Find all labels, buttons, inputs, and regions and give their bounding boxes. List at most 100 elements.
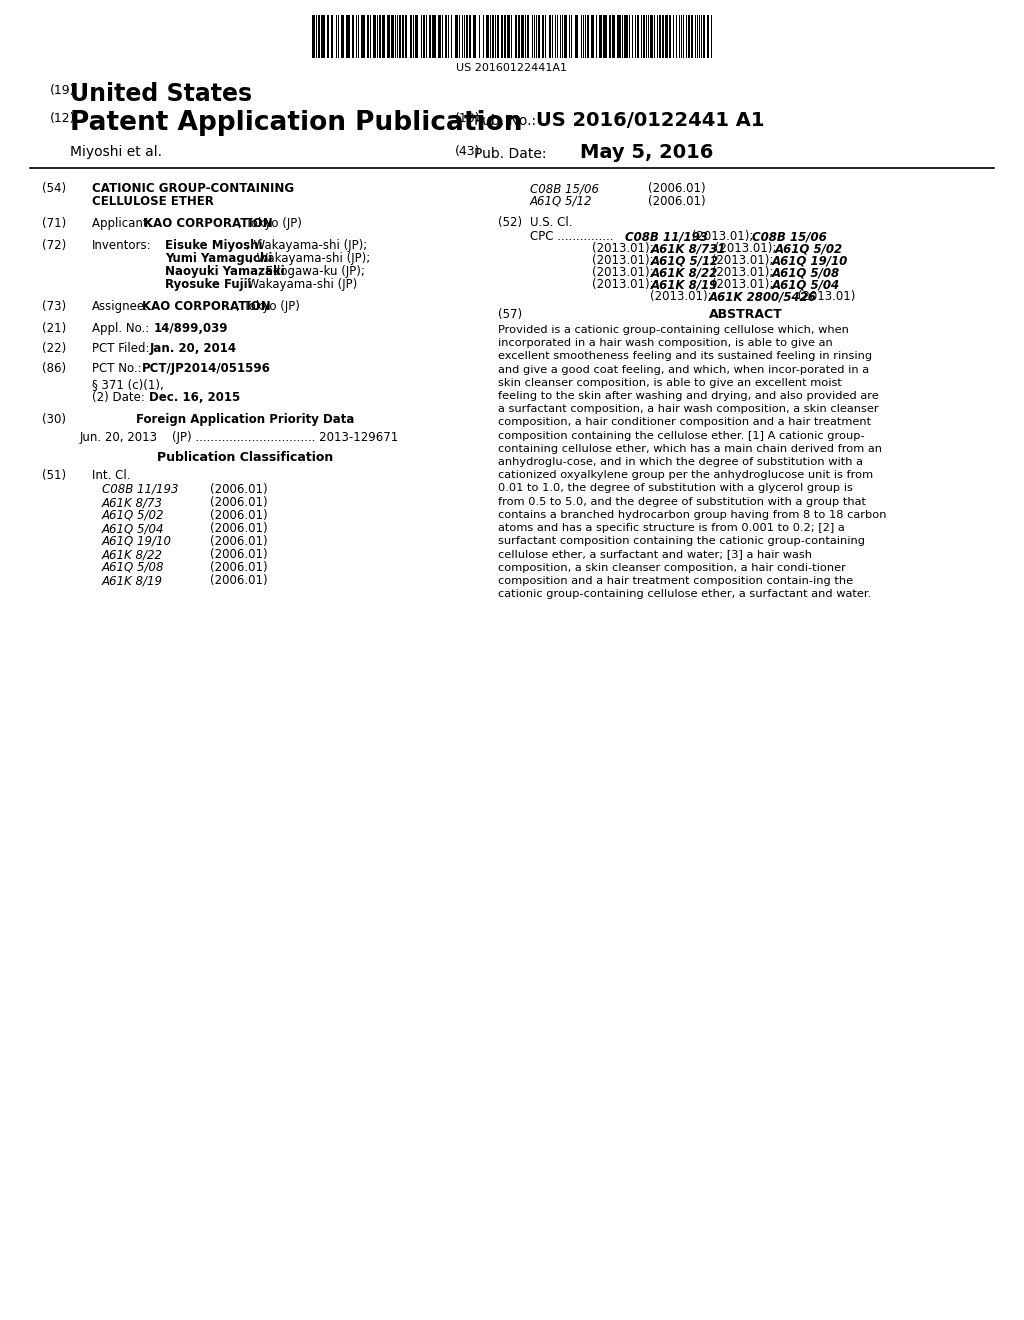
Text: Assignee:: Assignee: (92, 300, 150, 313)
Text: C08B 11/193: C08B 11/193 (625, 230, 708, 243)
Text: (54): (54) (42, 182, 67, 195)
Bar (473, 15, 476, 58)
Text: (10): (10) (455, 112, 480, 125)
Text: C08B 15/06: C08B 15/06 (752, 230, 826, 243)
Text: A61K 2800/5426: A61K 2800/5426 (709, 290, 817, 304)
Text: KAO CORPORATION: KAO CORPORATION (142, 300, 270, 313)
Text: Miyoshi et al.: Miyoshi et al. (70, 145, 162, 158)
Text: Foreign Application Priority Data: Foreign Application Priority Data (136, 413, 354, 426)
Text: US 20160122441A1: US 20160122441A1 (457, 63, 567, 73)
Text: PCT No.:: PCT No.: (92, 362, 141, 375)
Bar (399, 15, 401, 58)
Text: and give a good coat feeling, and which, when incor-porated in a: and give a good coat feeling, and which,… (498, 364, 869, 375)
Bar (445, 15, 447, 58)
Bar (662, 15, 664, 58)
Text: (2006.01): (2006.01) (210, 483, 267, 496)
Text: A61K 8/19: A61K 8/19 (102, 574, 163, 587)
Bar (432, 15, 436, 58)
Text: composition, a skin cleanser composition, a hair condi-tioner: composition, a skin cleanser composition… (498, 562, 846, 573)
Bar (538, 15, 540, 58)
Text: (73): (73) (42, 300, 67, 313)
Text: (2013.01);: (2013.01); (592, 242, 657, 255)
Text: United States: United States (70, 82, 252, 106)
Text: Jan. 20, 2014: Jan. 20, 2014 (150, 342, 238, 355)
Text: (2013.01);: (2013.01); (592, 267, 657, 279)
Bar (321, 15, 325, 58)
Text: (2013.01);: (2013.01); (708, 253, 777, 267)
Text: a surfactant composition, a hair wash composition, a skin cleanser: a surfactant composition, a hair wash co… (498, 404, 879, 414)
Text: Applicant:: Applicant: (92, 216, 156, 230)
Bar (455, 15, 458, 58)
Text: (2006.01): (2006.01) (210, 496, 267, 510)
Text: 0.01 to 1.0, the degree of substitution with a glycerol group is: 0.01 to 1.0, the degree of substitution … (498, 483, 853, 494)
Bar (659, 15, 662, 58)
Bar (312, 15, 315, 58)
Bar (564, 15, 567, 58)
Text: (2013.01);: (2013.01); (708, 279, 777, 290)
Bar (688, 15, 690, 58)
Text: § 371 (c)(1),: § 371 (c)(1), (92, 378, 164, 391)
Bar (492, 15, 494, 58)
Bar (707, 15, 709, 58)
Bar (665, 15, 668, 58)
Bar (352, 15, 354, 58)
Text: containing cellulose ether, which has a main chain derived from an: containing cellulose ether, which has a … (498, 444, 882, 454)
Text: (2013.01): (2013.01) (794, 290, 855, 304)
Bar (612, 15, 615, 58)
Text: A61Q 5/02: A61Q 5/02 (102, 510, 165, 521)
Text: , Tokyo (JP): , Tokyo (JP) (238, 216, 302, 230)
Text: Appl. No.:: Appl. No.: (92, 322, 150, 335)
Text: Provided is a cationic group-containing cellulose which, when: Provided is a cationic group-containing … (498, 325, 849, 335)
Text: A61K 8/22: A61K 8/22 (651, 267, 718, 279)
Text: (2013.01);: (2013.01); (650, 290, 716, 304)
Text: cationized oxyalkylene group per the anhydroglucose unit is from: cationized oxyalkylene group per the anh… (498, 470, 873, 480)
Text: (2013.01);: (2013.01); (708, 267, 777, 279)
Text: feeling to the skin after washing and drying, and also provided are: feeling to the skin after washing and dr… (498, 391, 879, 401)
Text: (71): (71) (42, 216, 67, 230)
Bar (643, 15, 645, 58)
Bar (515, 15, 517, 58)
Text: skin cleanser composition, is able to give an excellent moist: skin cleanser composition, is able to gi… (498, 378, 842, 388)
Text: , Wakayama-shi (JP);: , Wakayama-shi (JP); (246, 239, 368, 252)
Text: CPC ...............: CPC ............... (530, 230, 617, 243)
Text: (2) Date:: (2) Date: (92, 391, 144, 404)
Bar (603, 15, 607, 58)
Bar (415, 15, 418, 58)
Text: A61K 8/73: A61K 8/73 (102, 496, 163, 510)
Bar (575, 15, 578, 58)
Bar (497, 15, 499, 58)
Text: C08B 11/193: C08B 11/193 (102, 483, 178, 496)
Bar (361, 15, 365, 58)
Text: A61Q 5/04: A61Q 5/04 (102, 521, 165, 535)
Bar (650, 15, 653, 58)
Bar (637, 15, 639, 58)
Text: Pub. Date:: Pub. Date: (474, 147, 547, 161)
Bar (341, 15, 344, 58)
Text: (86): (86) (42, 362, 67, 375)
Text: A61Q 5/02: A61Q 5/02 (775, 242, 843, 255)
Text: A61Q 5/04: A61Q 5/04 (772, 279, 840, 290)
Text: (21): (21) (42, 322, 67, 335)
Text: , Tokyo (JP): , Tokyo (JP) (236, 300, 300, 313)
Bar (387, 15, 390, 58)
Bar (373, 15, 376, 58)
Bar (599, 15, 602, 58)
Text: composition and a hair treatment composition contain-ing the: composition and a hair treatment composi… (498, 576, 853, 586)
Text: A61Q 19/10: A61Q 19/10 (102, 535, 172, 548)
Bar (327, 15, 329, 58)
Bar (402, 15, 404, 58)
Text: (2006.01): (2006.01) (210, 535, 267, 548)
Text: Inventors:: Inventors: (92, 239, 152, 252)
Text: A61K 8/22: A61K 8/22 (102, 548, 163, 561)
Text: , Edogawa-ku (JP);: , Edogawa-ku (JP); (258, 265, 365, 279)
Text: cationic group-containing cellulose ether, a surfactant and water.: cationic group-containing cellulose ethe… (498, 589, 871, 599)
Text: (51): (51) (42, 469, 67, 482)
Text: A61Q 5/08: A61Q 5/08 (772, 267, 840, 279)
Text: A61Q 5/12: A61Q 5/12 (651, 253, 719, 267)
Bar (549, 15, 551, 58)
Text: Jun. 20, 2013    (JP) ................................ 2013-129671: Jun. 20, 2013 (JP) .....................… (80, 432, 399, 444)
Bar (469, 15, 471, 58)
Text: from 0.5 to 5.0, and the degree of substitution with a group that: from 0.5 to 5.0, and the degree of subst… (498, 496, 866, 507)
Text: Ryosuke Fujii: Ryosuke Fujii (165, 279, 252, 290)
Text: composition, a hair conditioner composition and a hair treatment: composition, a hair conditioner composit… (498, 417, 871, 428)
